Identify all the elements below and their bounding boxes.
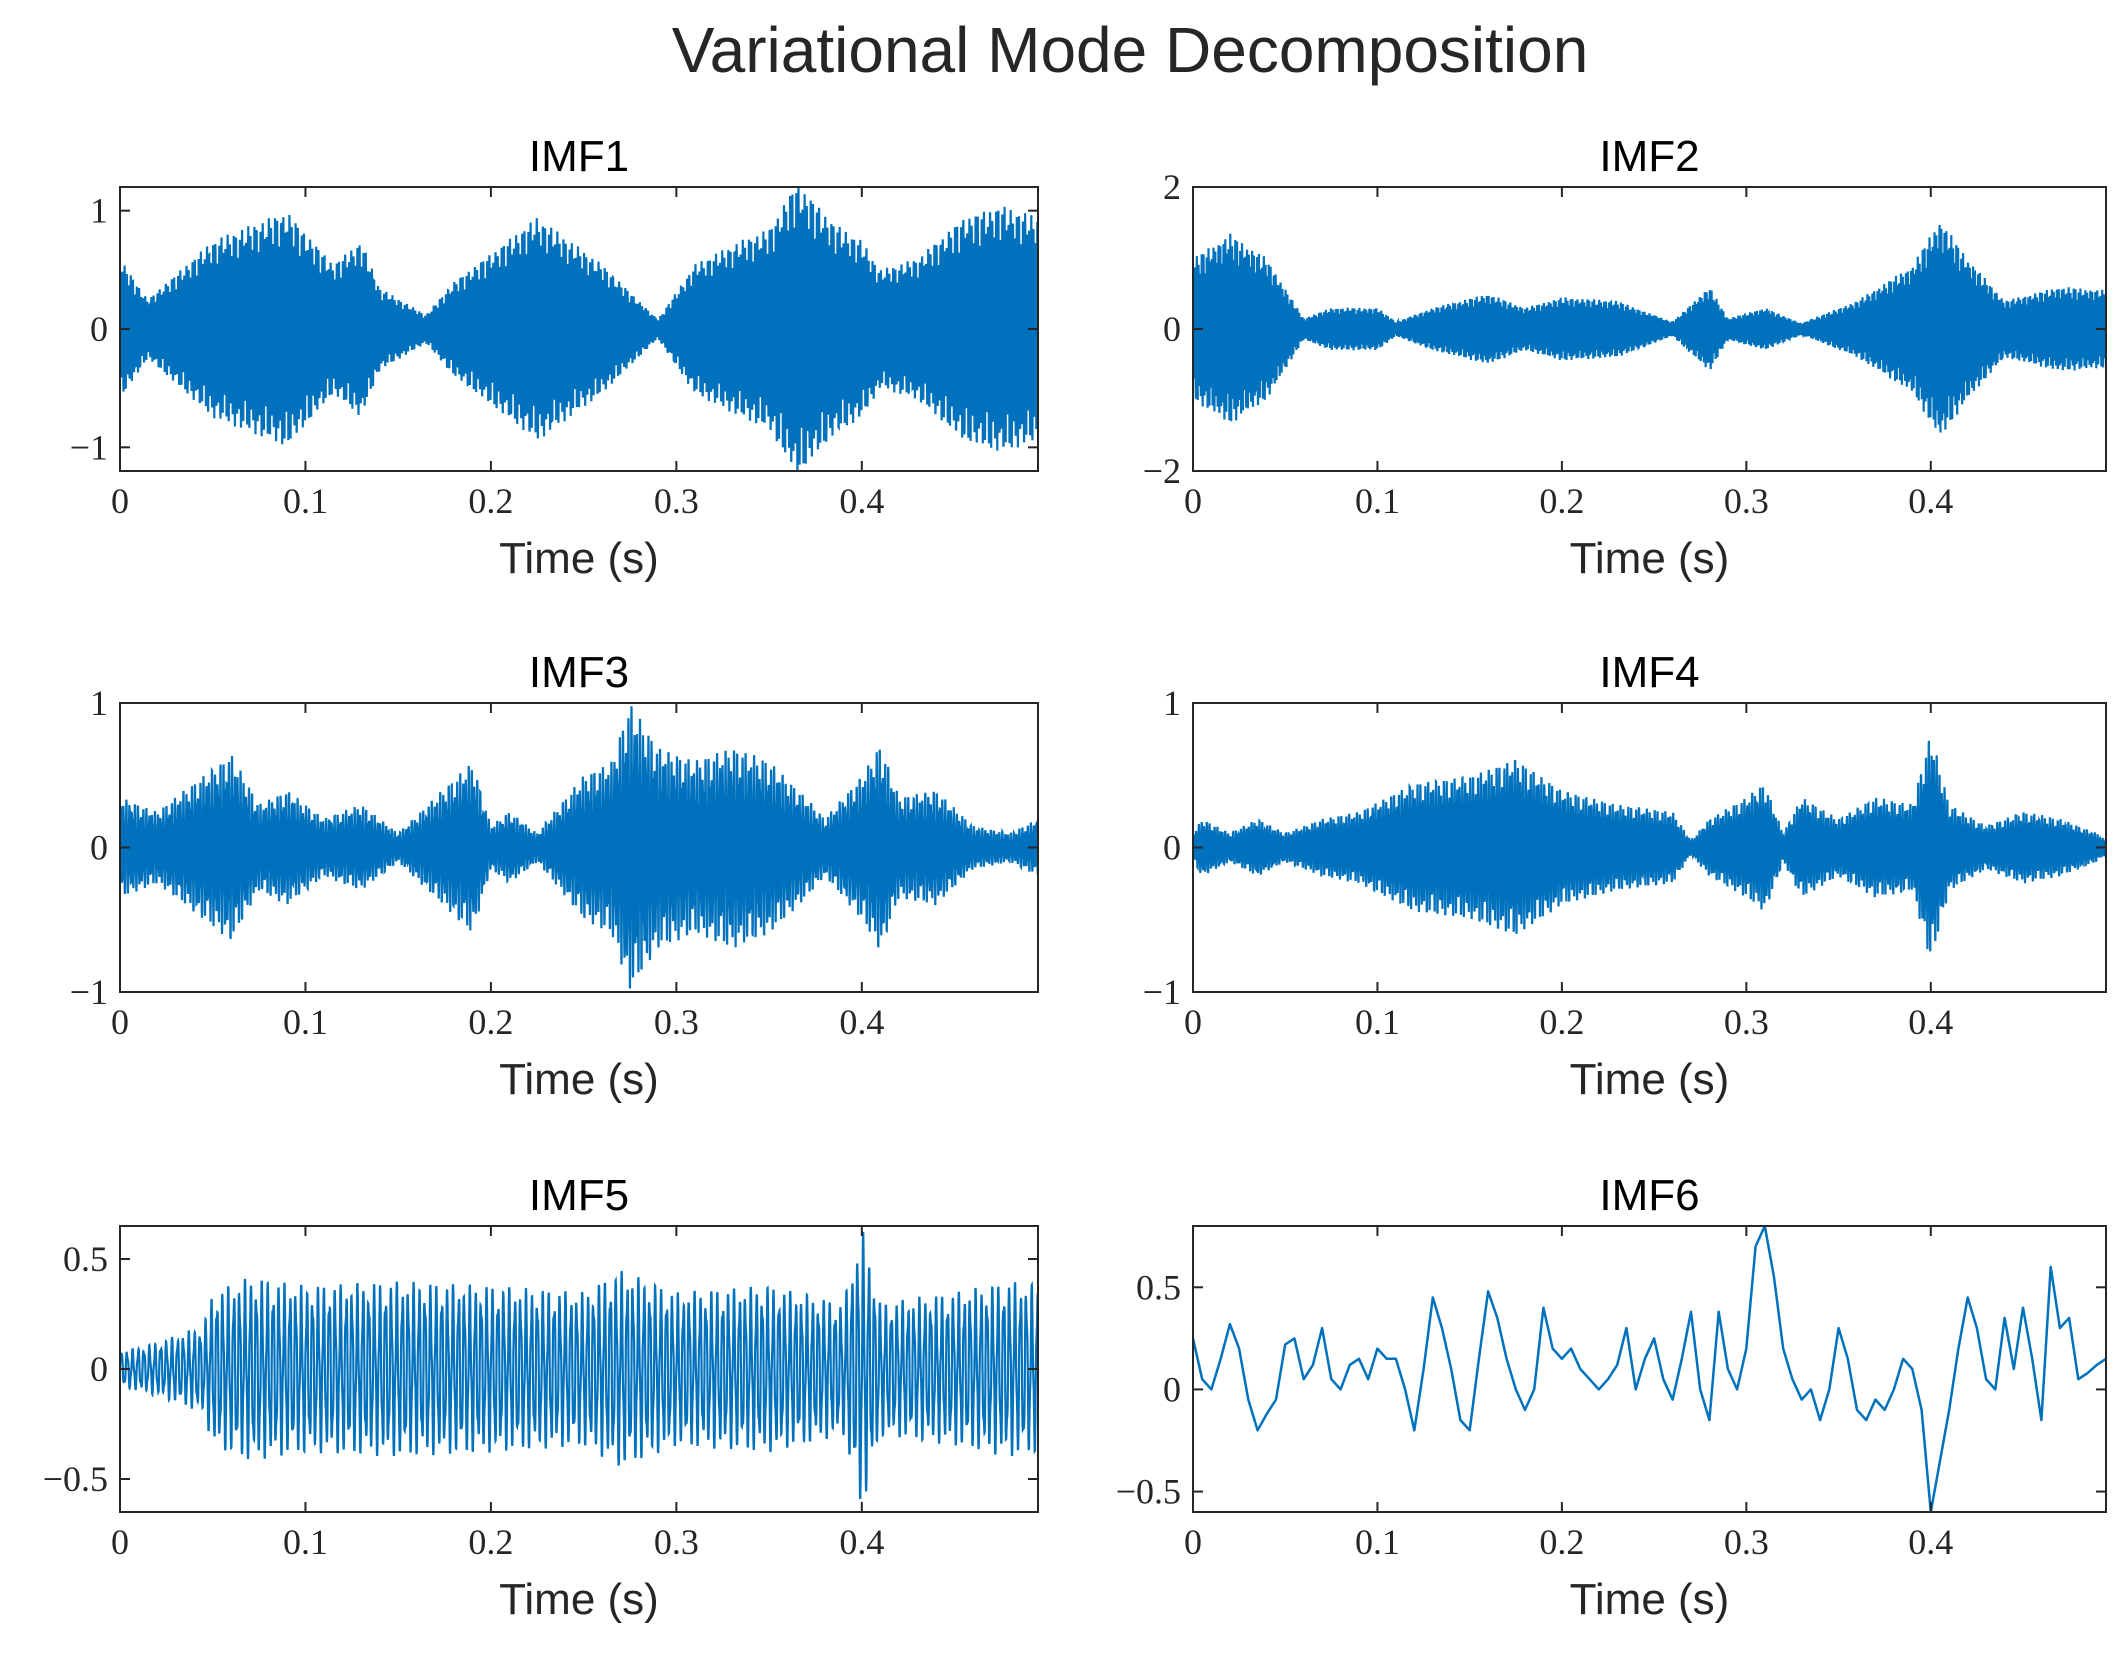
imf6-xtick-label: 0.3: [1724, 1522, 1769, 1562]
imf4-signal-line: [1193, 740, 2106, 952]
imf3-signal-line: [120, 706, 1038, 989]
imf1-xtick-label: 0.3: [654, 481, 699, 521]
imf3-title: IMF3: [529, 648, 629, 697]
imf4-title: IMF4: [1599, 648, 1699, 697]
imf2-title: IMF2: [1599, 132, 1699, 181]
imf5-ytick-label: 0.5: [63, 1239, 108, 1279]
imf6-xlabel: Time (s): [1570, 1575, 1730, 1624]
imf2-ytick-label: −2: [1143, 451, 1181, 491]
imf4-xtick-label: 0.4: [1908, 1002, 1953, 1042]
imf4-xtick-label: 0.1: [1355, 1002, 1400, 1042]
imf5-xtick-label: 0.4: [839, 1522, 884, 1562]
imf1-xtick-label: 0.2: [468, 481, 513, 521]
figure-title: Variational Mode Decomposition: [672, 14, 1589, 86]
imf1-ytick-label: −1: [70, 427, 108, 467]
imf3-ytick-label: 1: [90, 683, 108, 723]
imf1-signal-line: [120, 187, 1038, 471]
imf1-ytick-label: 1: [90, 191, 108, 231]
imf2-xtick-label: 0.2: [1539, 481, 1584, 521]
imf6-xtick-label: 0.1: [1355, 1522, 1400, 1562]
imf2-xtick-label: 0.1: [1355, 481, 1400, 521]
imf1-xtick-label: 0.4: [839, 481, 884, 521]
imf6-signal-line: [1193, 1226, 2106, 1512]
imf3-ytick-label: 0: [90, 828, 108, 868]
imf6-axes-box: [1192, 1225, 2107, 1513]
imf2-xtick-label: 0: [1184, 481, 1202, 521]
imf4-xtick-label: 0: [1184, 1002, 1202, 1042]
imf3-xtick-label: 0.3: [654, 1002, 699, 1042]
imf2-signal-line: [1193, 224, 2106, 433]
imf6-xtick-label: 0: [1184, 1522, 1202, 1562]
imf5-xtick-label: 0.1: [283, 1522, 328, 1562]
imf5-ytick-label: 0: [90, 1349, 108, 1389]
imf5-ytick-label: −0.5: [43, 1459, 108, 1499]
imf6-title: IMF6: [1599, 1171, 1699, 1220]
imf4-ytick-label: 0: [1163, 828, 1181, 868]
imf3-xtick-label: 0.1: [283, 1002, 328, 1042]
imf3-xtick-label: 0.4: [839, 1002, 884, 1042]
imf6-ytick-label: 0.5: [1136, 1267, 1181, 1307]
imf5-title: IMF5: [529, 1171, 629, 1220]
imf4-ytick-label: 1: [1163, 683, 1181, 723]
imf4-xtick-label: 0.2: [1539, 1002, 1584, 1042]
imf3-xlabel: Time (s): [499, 1055, 659, 1104]
imf1-ytick-label: 0: [90, 309, 108, 349]
imf6-ytick-label: 0: [1163, 1369, 1181, 1409]
imf3-ytick-label: −1: [70, 972, 108, 1012]
imf6-ytick-label: −0.5: [1116, 1472, 1181, 1512]
imf5-xlabel: Time (s): [499, 1575, 659, 1624]
imf3-xtick-label: 0.2: [468, 1002, 513, 1042]
imf2-xtick-label: 0.4: [1908, 481, 1953, 521]
imf1-xtick-label: 0.1: [283, 481, 328, 521]
imf2-xlabel: Time (s): [1570, 534, 1730, 583]
imf2-ytick-label: 2: [1163, 167, 1181, 207]
imf2-xtick-label: 0.3: [1724, 481, 1769, 521]
imf1-xlabel: Time (s): [499, 534, 659, 583]
imf5-xtick-label: 0: [111, 1522, 129, 1562]
imf6-xtick-label: 0.4: [1908, 1522, 1953, 1562]
imf5-xtick-label: 0.3: [654, 1522, 699, 1562]
imf5-xtick-label: 0.2: [468, 1522, 513, 1562]
imf1-title: IMF1: [529, 132, 629, 181]
imf3-xtick-label: 0: [111, 1002, 129, 1042]
imf1-xtick-label: 0: [111, 481, 129, 521]
imf6-xtick-label: 0.2: [1539, 1522, 1584, 1562]
imf2-ytick-label: 0: [1163, 309, 1181, 349]
imf5-signal-line: [120, 1231, 1038, 1500]
imf4-ytick-label: −1: [1143, 972, 1181, 1012]
imf4-xtick-label: 0.3: [1724, 1002, 1769, 1042]
imf4-xlabel: Time (s): [1570, 1055, 1730, 1104]
